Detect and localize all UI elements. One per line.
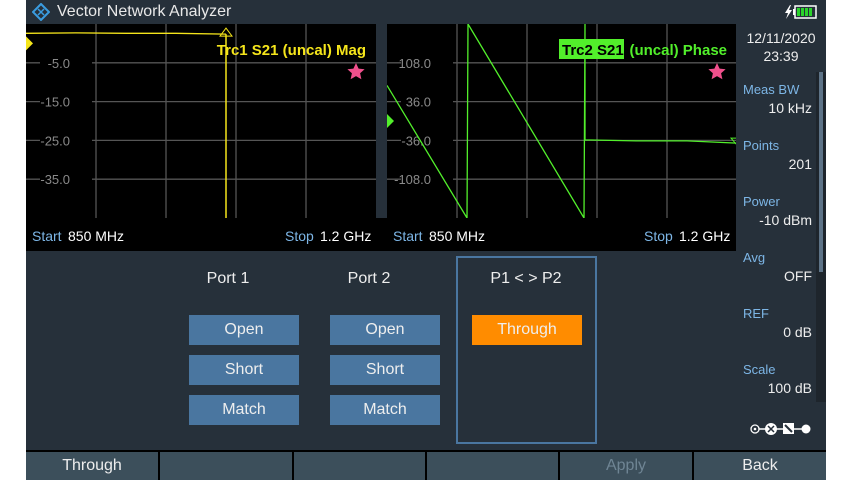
trace-title-badge-text: Trc2 S21 [562, 42, 624, 59]
y-tick-label: -25.0 [40, 133, 70, 148]
stop-label: Stop [285, 228, 314, 244]
port2-short-button[interactable]: Short [330, 355, 440, 385]
y-tick-label: 36.0 [406, 95, 431, 110]
y-tick-bg [401, 132, 453, 149]
start-frequency[interactable]: 850 MHz [429, 228, 486, 244]
trace2-frequency-row: Start 850 MHz Stop 1.2 GHz [387, 218, 736, 250]
setting-value: 10 kHz [768, 100, 812, 116]
softkey-back[interactable]: Back [694, 452, 826, 480]
softkey-empty-2[interactable] [294, 452, 425, 480]
y-tick-label: -5.0 [48, 56, 70, 71]
y-tick-bg [40, 93, 92, 110]
settings-sidebar: 12/11/2020 23:39 Meas BW 10 kHz Points 201 P… [736, 24, 826, 450]
trace-title[interactable]: Trc1 S21 (uncal) Mag [217, 42, 366, 59]
y-tick-bg [40, 132, 92, 149]
marker-triangle-icon[interactable] [729, 137, 737, 146]
softkey-apply[interactable]: Apply [560, 452, 692, 480]
start-label: Start [393, 228, 423, 244]
y-tick-label: 108.0 [398, 56, 431, 71]
stop-label: Stop [644, 228, 673, 244]
battery-charging-icon [785, 5, 817, 19]
marker-triangle-icon[interactable] [219, 27, 233, 37]
setting-label: Points [743, 138, 780, 153]
port2-match-button[interactable]: Match [330, 395, 440, 425]
softkey-empty-1[interactable] [160, 452, 292, 480]
star-icon [708, 63, 726, 80]
sidebar-scrollbar[interactable] [816, 72, 826, 402]
setting-label: Power [743, 194, 780, 209]
instrument-screen: Vector Network Analyzer -5.0 -15.0 -25.0 -3… [26, 0, 826, 480]
connection-path-icon [750, 423, 811, 435]
time: 23:39 [763, 48, 799, 64]
setting-value: -10 dBm [759, 212, 812, 228]
y-tick-label: -108.0 [394, 172, 431, 187]
title-bar: Vector Network Analyzer [26, 0, 826, 24]
softkey-through[interactable]: Through [26, 452, 158, 480]
p1-p2-group: P1 < > P2 Through [456, 256, 597, 444]
y-tick-bg [40, 54, 92, 71]
setting-value: 201 [788, 156, 812, 172]
star-icon [347, 63, 365, 80]
port1-heading: Port 1 [206, 270, 250, 287]
calibration-panel: Port 1 Open Short Match Port 2 Open Shor… [26, 250, 736, 448]
y-tick-label: -36.0 [401, 133, 431, 148]
through-button[interactable]: Through [472, 315, 582, 345]
y-tick-bg [401, 171, 453, 188]
trace1-frequency-row: Start 850 MHz Stop 1.2 GHz [26, 218, 387, 250]
setting-value: OFF [784, 268, 812, 284]
setting-label: Meas BW [743, 82, 800, 97]
trace-title-badge[interactable] [559, 39, 624, 59]
trace1-magnitude-plot[interactable]: -5.0 -15.0 -25.0 -35.0 Trc1 S21 (uncal) Mag [26, 24, 376, 218]
stop-frequency[interactable]: 1.2 GHz [679, 228, 731, 244]
p1-p2-heading: P1 < > P2 [490, 270, 562, 287]
y-tick-bg [40, 171, 92, 188]
port1-open-button[interactable]: Open [189, 315, 299, 345]
setting-label: Scale [743, 362, 776, 377]
reference-level-marker[interactable] [26, 36, 33, 51]
setting-label: REF [743, 306, 769, 321]
start-label: Start [32, 228, 62, 244]
port1-short-button[interactable]: Short [189, 355, 299, 385]
stop-frequency[interactable]: 1.2 GHz [320, 228, 372, 244]
port2-heading: Port 2 [347, 270, 391, 287]
trace-title: (uncal) Phase [629, 42, 727, 59]
softkey-bar: Through Apply Back [26, 450, 826, 480]
y-tick-bg [401, 54, 453, 71]
y-tick-label: -15.0 [40, 95, 70, 110]
trace-line [387, 24, 737, 218]
reference-level-marker[interactable] [387, 114, 394, 128]
date: 12/11/2020 [746, 30, 816, 46]
setting-label: Avg [743, 250, 766, 265]
rohde-schwarz-logo-icon [32, 3, 50, 21]
trace2-phase-plot[interactable]: 108.0 36.0 -36.0 -108.0 Trc2 S21 (uncal) Pha… [387, 24, 737, 218]
port1-match-button[interactable]: Match [189, 395, 299, 425]
port2-open-button[interactable]: Open [330, 315, 440, 345]
setting-value: 0 dB [783, 324, 812, 340]
trace-line [26, 32, 227, 35]
softkey-empty-3[interactable] [427, 452, 558, 480]
app-title: Vector Network Analyzer [57, 3, 232, 20]
y-tick-label: -35.0 [40, 172, 70, 187]
setting-value: 100 dB [767, 380, 812, 396]
start-frequency[interactable]: 850 MHz [68, 228, 125, 244]
y-tick-bg [401, 93, 453, 110]
